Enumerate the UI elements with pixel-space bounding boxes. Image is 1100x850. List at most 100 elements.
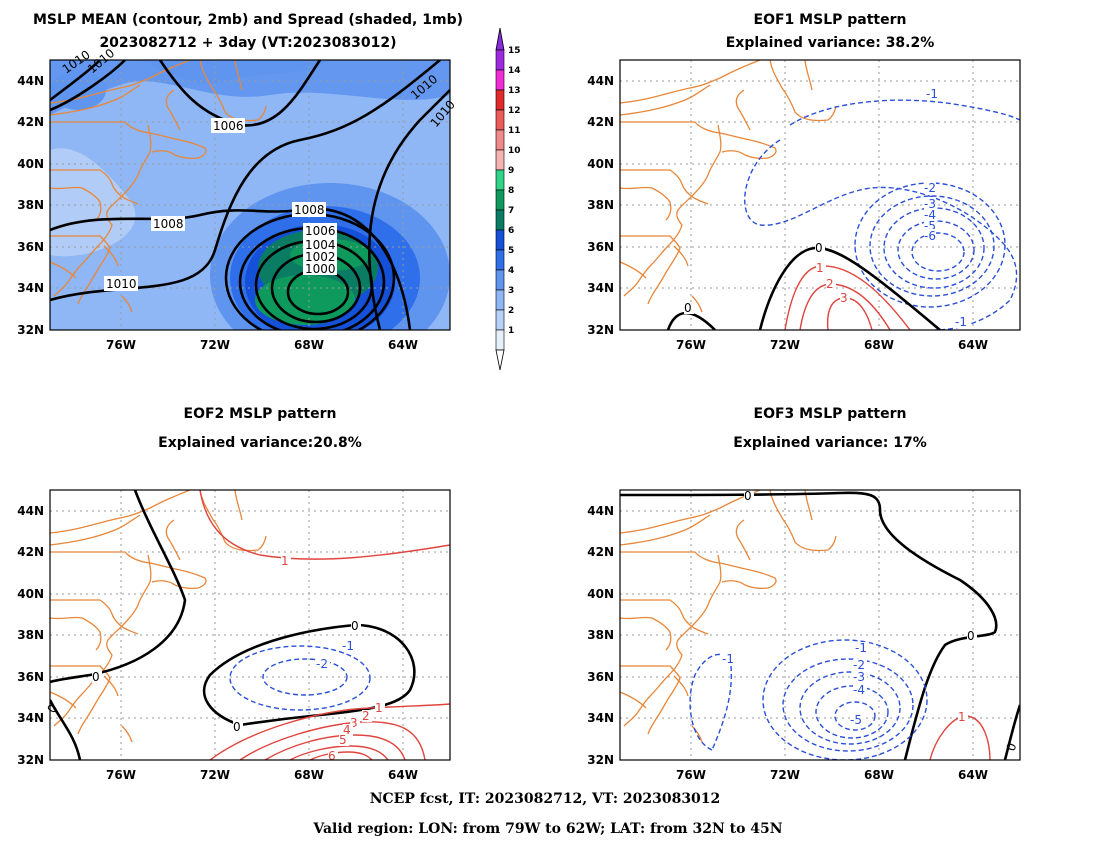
panel2-axis-ticks: 76W 72W 68W 64W 44N 42N 40N 38N 36N 34N … <box>587 74 988 352</box>
y-tick-label: 38N <box>17 628 44 642</box>
contour-label: 0 <box>1004 741 1020 753</box>
contour-label: 0 <box>744 489 752 503</box>
colorbar-level-label: 14 <box>508 66 521 76</box>
contour-label: 5 <box>339 733 347 747</box>
contour-label: 0 <box>967 629 975 643</box>
colorbar-level-label: 11 <box>508 126 521 136</box>
x-tick-label: 72W <box>200 768 230 782</box>
y-tick-label: 40N <box>17 587 44 601</box>
contour-label: 1 <box>375 701 383 715</box>
contour-label: 2 <box>826 277 834 291</box>
contour-label: 3 <box>350 716 358 730</box>
contour-label: 1 <box>816 261 824 275</box>
eof1-contour-labels: -1 -2 -3 -4 -5 -6 -1 0 0 1 2 3 <box>684 87 969 329</box>
y-tick-label: 34N <box>587 281 614 295</box>
x-tick-label: 64W <box>958 338 988 352</box>
x-tick-label: 64W <box>958 768 988 782</box>
panel4-axis-ticks: 76W 72W 68W 64W 44N 42N 40N 38N 36N 34N … <box>587 504 988 782</box>
panel4-title: EOF3 MSLP pattern <box>754 406 907 422</box>
colorbar-arrow-top <box>495 27 505 51</box>
colorbar-level-label: 8 <box>508 186 514 196</box>
x-tick-label: 68W <box>294 338 324 352</box>
y-tick-label: 38N <box>587 628 614 642</box>
y-tick-label: 42N <box>587 115 614 129</box>
eof3-contours <box>620 491 1020 760</box>
coastline <box>620 60 837 313</box>
colorbar-level-label: 12 <box>508 106 521 116</box>
colorbar-level-label: 7 <box>508 206 514 216</box>
colorbar-level-label: 2 <box>508 306 514 316</box>
x-tick-label: 76W <box>106 768 136 782</box>
mslp-contour-labels: 1010 1010 1006 1008 1008 1010 1010 1010 … <box>60 46 458 291</box>
contour-label: 0 <box>815 241 823 255</box>
contour-label: -1 <box>955 315 967 329</box>
y-tick-label: 32N <box>587 323 614 337</box>
colorbar-level-label: 10 <box>508 146 521 156</box>
y-tick-label: 36N <box>587 670 614 684</box>
contour-label: -1 <box>722 652 734 666</box>
y-tick-label: 36N <box>17 240 44 254</box>
contour-label: 1006 <box>213 119 244 133</box>
x-tick-label: 68W <box>294 768 324 782</box>
colorbar-level-label: 15 <box>508 46 521 56</box>
contour-label: 4 <box>343 723 351 737</box>
contour-label: 3 <box>840 291 848 305</box>
mslp-contours <box>50 60 450 330</box>
panel1-axis-ticks: 76W 72W 68W 64W 44N 42N 40N 38N 36N 34N … <box>17 74 418 352</box>
colorbar-swatch <box>495 229 505 251</box>
contour-label: 0 <box>684 301 692 315</box>
y-tick-label: 40N <box>587 587 614 601</box>
contour-label: -6 <box>924 229 936 243</box>
y-tick-label: 42N <box>17 115 44 129</box>
panel4-frame <box>619 489 1021 761</box>
colorbar-swatch <box>495 289 505 311</box>
y-tick-label: 32N <box>17 753 44 767</box>
x-tick-label: 72W <box>200 338 230 352</box>
contour-label: 1 <box>281 554 289 568</box>
contour-label: 1 <box>958 710 966 724</box>
y-tick-label: 36N <box>587 240 614 254</box>
contour-label: -2 <box>924 181 936 195</box>
contour-label: -5 <box>850 713 862 727</box>
panel2-title: EOF1 MSLP pattern <box>754 12 907 28</box>
colorbar-level-label: 5 <box>508 246 514 256</box>
colorbar-level-label: 1 <box>508 326 514 336</box>
contour-label: -1 <box>342 639 354 653</box>
colorbar-swatch <box>495 89 505 111</box>
panel1-title: MSLP MEAN (contour, 2mb) and Spread (sha… <box>33 12 463 28</box>
footer-valid-region: Valid region: LON: from 79W to 62W; LAT:… <box>312 821 782 837</box>
contour-label: -3 <box>924 197 936 211</box>
colorbar-level-label: 13 <box>508 86 521 96</box>
x-tick-label: 76W <box>106 338 136 352</box>
colorbar-swatch <box>495 309 505 331</box>
colorbar-arrow-bottom <box>495 349 505 371</box>
colorbar-level-label: 3 <box>508 286 514 296</box>
contour-label: 1002 <box>305 250 336 264</box>
contour-label: 1004 <box>305 238 336 252</box>
contour-label: -3 <box>853 670 865 684</box>
contour-label: 2 <box>362 709 370 723</box>
y-tick-label: 42N <box>17 545 44 559</box>
y-tick-label: 36N <box>17 670 44 684</box>
contour-label: -4 <box>853 683 865 697</box>
y-tick-label: 44N <box>17 504 44 518</box>
y-tick-label: 34N <box>17 711 44 725</box>
colorbar-swatch <box>495 189 505 211</box>
colorbar-swatch <box>495 209 505 231</box>
y-tick-label: 32N <box>587 753 614 767</box>
y-tick-label: 34N <box>17 281 44 295</box>
x-tick-label: 76W <box>676 338 706 352</box>
contour-label: 6 <box>328 749 336 763</box>
eof2-contours <box>50 490 450 760</box>
panel3-grid <box>50 490 450 760</box>
y-tick-label: 38N <box>587 198 614 212</box>
colorbar-swatch <box>495 109 505 131</box>
panel3-axis-ticks: 76W 72W 68W 64W 44N 42N 40N 38N 36N 34N … <box>17 504 418 782</box>
colorbar-swatch <box>495 49 505 71</box>
y-tick-label: 38N <box>17 198 44 212</box>
x-tick-label: 72W <box>770 768 800 782</box>
coastline <box>50 490 267 743</box>
colorbar-swatch <box>495 169 505 191</box>
panel-eof2: EOF2 MSLP pattern Explained variance:20.… <box>17 406 451 782</box>
x-tick-label: 68W <box>864 768 894 782</box>
